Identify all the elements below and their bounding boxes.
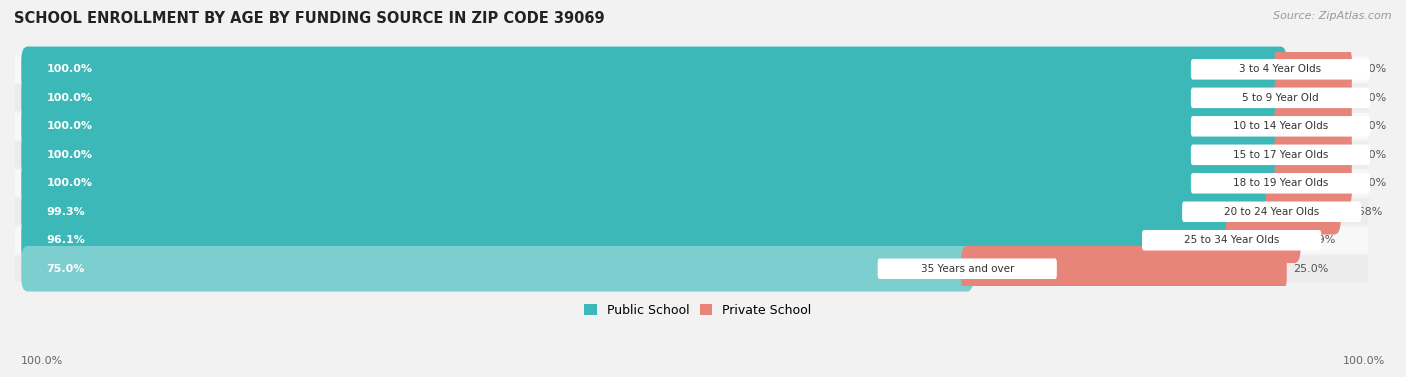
Text: 18 to 19 Year Olds: 18 to 19 Year Olds xyxy=(1233,178,1329,188)
Text: 0.0%: 0.0% xyxy=(1358,93,1386,103)
FancyBboxPatch shape xyxy=(1274,75,1353,121)
Text: 0.68%: 0.68% xyxy=(1347,207,1382,217)
FancyBboxPatch shape xyxy=(15,227,1368,254)
Text: 100.0%: 100.0% xyxy=(46,93,93,103)
FancyBboxPatch shape xyxy=(15,84,1368,111)
Text: 35 Years and over: 35 Years and over xyxy=(921,264,1014,274)
Text: 100.0%: 100.0% xyxy=(21,356,63,366)
FancyBboxPatch shape xyxy=(1191,116,1369,136)
Text: 0.0%: 0.0% xyxy=(1358,121,1386,131)
Text: 100.0%: 100.0% xyxy=(46,64,93,74)
FancyBboxPatch shape xyxy=(21,75,1286,121)
FancyBboxPatch shape xyxy=(21,246,973,291)
Text: 100.0%: 100.0% xyxy=(1343,356,1385,366)
Text: Source: ZipAtlas.com: Source: ZipAtlas.com xyxy=(1274,11,1392,21)
FancyBboxPatch shape xyxy=(1191,144,1369,165)
Text: 25 to 34 Year Olds: 25 to 34 Year Olds xyxy=(1184,235,1279,245)
FancyBboxPatch shape xyxy=(15,141,1368,168)
FancyBboxPatch shape xyxy=(1274,46,1353,92)
FancyBboxPatch shape xyxy=(21,104,1286,149)
Text: 75.0%: 75.0% xyxy=(46,264,84,274)
FancyBboxPatch shape xyxy=(15,255,1368,282)
FancyBboxPatch shape xyxy=(1274,104,1353,149)
Text: 100.0%: 100.0% xyxy=(46,150,93,160)
FancyBboxPatch shape xyxy=(1191,173,1369,193)
Text: 0.0%: 0.0% xyxy=(1358,64,1386,74)
Text: 5 to 9 Year Old: 5 to 9 Year Old xyxy=(1241,93,1319,103)
Text: 15 to 17 Year Olds: 15 to 17 Year Olds xyxy=(1233,150,1329,160)
FancyBboxPatch shape xyxy=(1226,218,1301,263)
Text: 3 to 4 Year Olds: 3 to 4 Year Olds xyxy=(1240,64,1322,74)
Text: 0.0%: 0.0% xyxy=(1358,178,1386,188)
Text: 99.3%: 99.3% xyxy=(46,207,86,217)
FancyBboxPatch shape xyxy=(21,189,1278,234)
FancyBboxPatch shape xyxy=(877,259,1057,279)
Text: 25.0%: 25.0% xyxy=(1294,264,1329,274)
Text: 0.0%: 0.0% xyxy=(1358,150,1386,160)
FancyBboxPatch shape xyxy=(21,161,1286,206)
FancyBboxPatch shape xyxy=(1191,59,1369,80)
FancyBboxPatch shape xyxy=(1191,87,1369,108)
FancyBboxPatch shape xyxy=(15,56,1368,83)
FancyBboxPatch shape xyxy=(960,246,1286,291)
FancyBboxPatch shape xyxy=(1182,202,1361,222)
Text: SCHOOL ENROLLMENT BY AGE BY FUNDING SOURCE IN ZIP CODE 39069: SCHOOL ENROLLMENT BY AGE BY FUNDING SOUR… xyxy=(14,11,605,26)
Text: 96.1%: 96.1% xyxy=(46,235,86,245)
Text: 100.0%: 100.0% xyxy=(46,178,93,188)
FancyBboxPatch shape xyxy=(21,46,1286,92)
FancyBboxPatch shape xyxy=(1274,161,1353,206)
Text: 100.0%: 100.0% xyxy=(46,121,93,131)
Legend: Public School, Private School: Public School, Private School xyxy=(579,299,817,322)
Text: 3.9%: 3.9% xyxy=(1306,235,1336,245)
FancyBboxPatch shape xyxy=(15,170,1368,197)
FancyBboxPatch shape xyxy=(15,198,1368,225)
FancyBboxPatch shape xyxy=(1265,189,1341,234)
FancyBboxPatch shape xyxy=(21,132,1286,178)
Text: 10 to 14 Year Olds: 10 to 14 Year Olds xyxy=(1233,121,1329,131)
FancyBboxPatch shape xyxy=(1142,230,1322,250)
FancyBboxPatch shape xyxy=(15,113,1368,140)
FancyBboxPatch shape xyxy=(21,218,1237,263)
FancyBboxPatch shape xyxy=(1274,132,1353,178)
Text: 20 to 24 Year Olds: 20 to 24 Year Olds xyxy=(1225,207,1319,217)
